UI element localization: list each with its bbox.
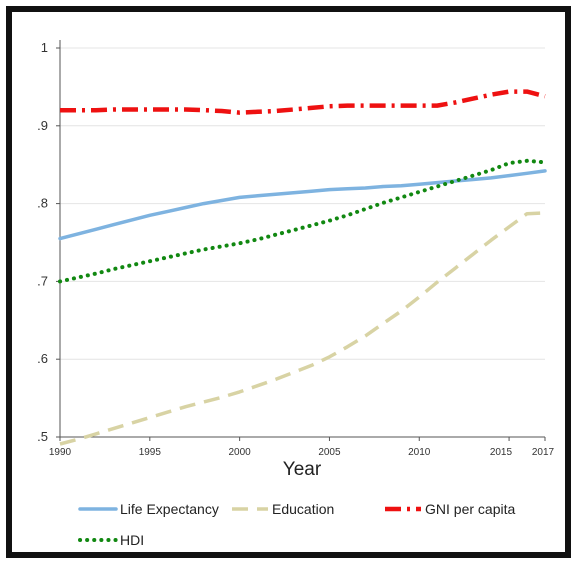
legend: Life Expectancy Education GNI per capita HD… xyxy=(78,501,515,548)
x-tick-label: 1995 xyxy=(139,447,162,458)
y-tick-label: .7 xyxy=(37,273,48,288)
y-tick-label: .6 xyxy=(37,351,48,366)
y-tick-label: .5 xyxy=(37,429,48,444)
series-line-hdi xyxy=(58,158,547,284)
x-tick-labels: 1990 1995 2000 2005 2010 2015 2017 xyxy=(49,437,555,458)
legend-label: GNI per capita xyxy=(425,501,515,517)
y-tick-label: .8 xyxy=(37,196,48,211)
x-tick-label: 2005 xyxy=(318,447,341,458)
series-line-gni-per-capita xyxy=(60,89,546,115)
legend-label: Life Expectancy xyxy=(120,501,219,517)
x-tick-label: 2017 xyxy=(532,447,555,458)
legend-label: Education xyxy=(272,501,334,517)
legend-label: HDI xyxy=(120,532,144,548)
x-tick-label: 2010 xyxy=(408,447,431,458)
series-lines xyxy=(58,89,547,446)
y-tick-label: .9 xyxy=(37,118,48,133)
grid-lines xyxy=(60,47,545,360)
series-line-life-expectancy xyxy=(58,169,547,241)
x-axis-title: Year xyxy=(283,459,322,480)
x-tick-label: 2000 xyxy=(229,447,252,458)
series-line-education xyxy=(59,211,546,446)
y-tick-label: 1 xyxy=(41,40,48,55)
y-tick-labels: .5 .6 .7 .8 .9 1 xyxy=(37,40,60,444)
x-tick-label: 2015 xyxy=(490,447,513,458)
x-tick-label: 1990 xyxy=(49,447,72,458)
